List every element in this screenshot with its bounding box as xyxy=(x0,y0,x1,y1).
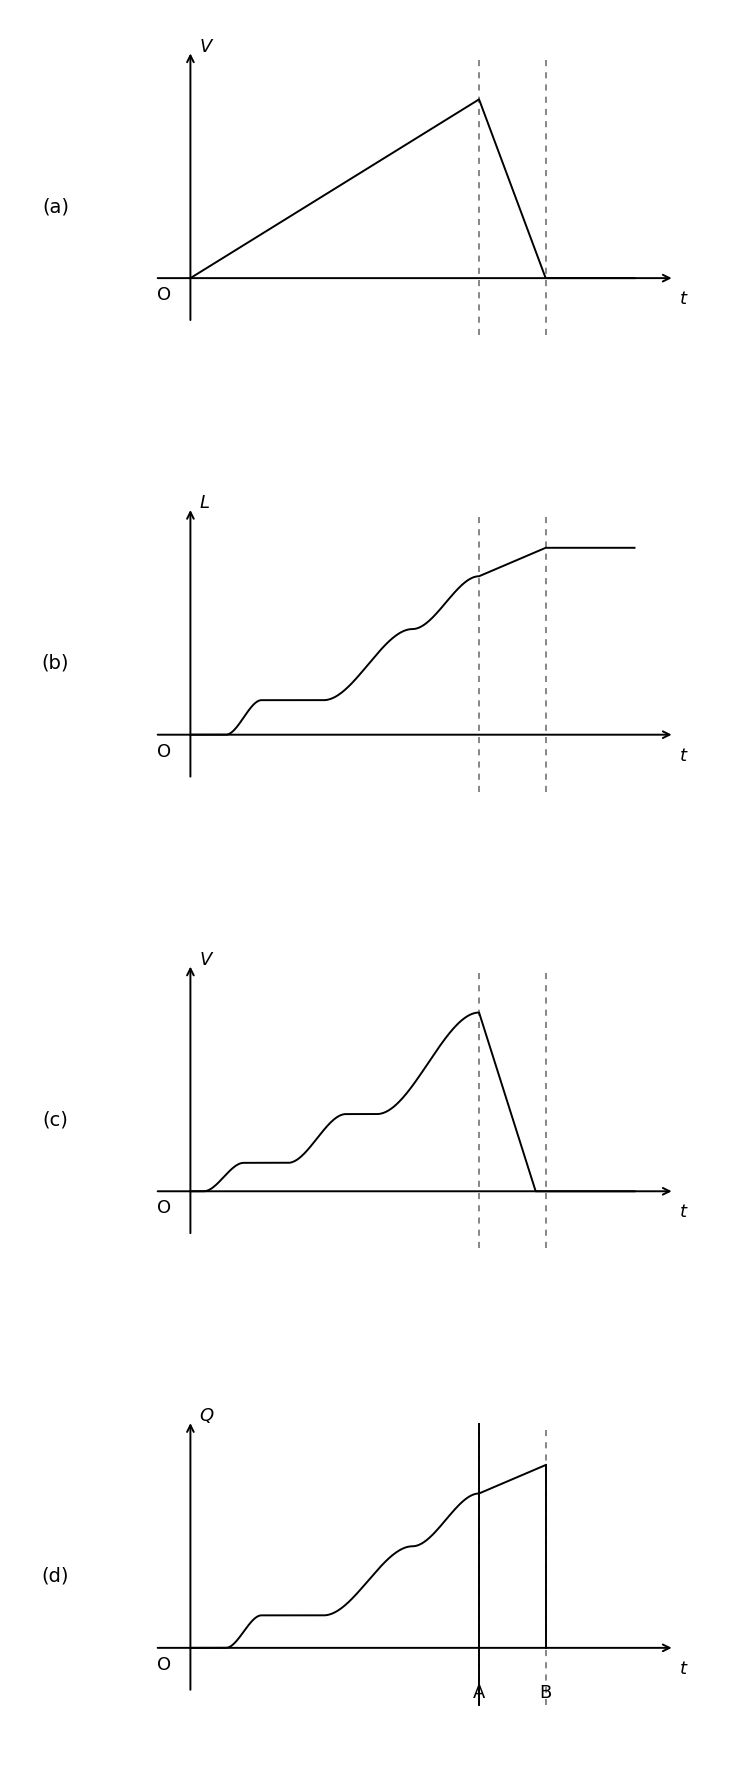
Text: t: t xyxy=(680,1661,687,1679)
Text: V: V xyxy=(199,951,212,968)
Text: t: t xyxy=(680,748,687,765)
Text: t: t xyxy=(680,1203,687,1221)
Text: V: V xyxy=(199,37,212,55)
Text: (d): (d) xyxy=(42,1566,69,1586)
Text: (c): (c) xyxy=(42,1111,69,1129)
Text: t: t xyxy=(680,290,687,308)
Text: Q: Q xyxy=(199,1408,213,1426)
Text: B: B xyxy=(539,1684,552,1702)
Text: O: O xyxy=(157,742,171,760)
Text: A: A xyxy=(473,1684,485,1702)
Text: O: O xyxy=(157,287,171,304)
Text: L: L xyxy=(199,495,210,513)
Text: O: O xyxy=(157,1655,171,1673)
Text: (a): (a) xyxy=(42,198,69,215)
Text: O: O xyxy=(157,1200,171,1218)
Text: (b): (b) xyxy=(42,653,69,673)
